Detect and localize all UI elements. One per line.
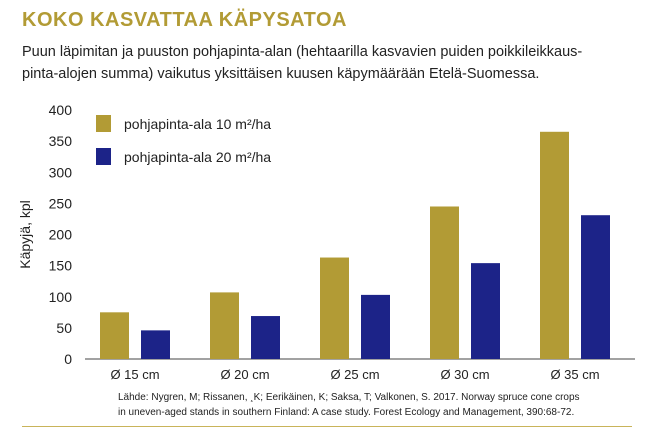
legend-label-2: pohjapinta-ala 20 m²/ha <box>124 149 271 165</box>
y-tick-label-400: 400 <box>49 102 73 118</box>
source-line-2: in uneven-aged stands in southern Finlan… <box>118 407 575 418</box>
subtitle-line-2: pinta-alojen summa) vaikutus yksittäisen… <box>22 66 540 82</box>
y-tick-label-100: 100 <box>49 289 73 305</box>
bar-series1-5 <box>540 131 569 359</box>
x-tick-label-4: Ø 30 cm <box>440 367 489 382</box>
legend-swatch-2 <box>96 148 111 165</box>
bar-series1-3 <box>320 257 349 359</box>
x-tick-label-2: Ø 20 cm <box>220 367 269 382</box>
bottom-divider <box>22 426 632 427</box>
source-line-1: Lähde: Nygren, M; Rissanen, ¸K; Eerikäin… <box>118 392 580 403</box>
x-tick-label-5: Ø 35 cm <box>550 367 599 382</box>
y-axis-label: Käpyjä, kpl <box>17 200 33 268</box>
legend-label-1: pohjapinta-ala 10 m²/ha <box>124 116 271 132</box>
legend-swatch-1 <box>96 115 111 132</box>
y-tick-label-50: 50 <box>56 320 72 336</box>
y-tick-label-150: 150 <box>49 258 73 274</box>
y-tick-label-200: 200 <box>49 227 73 243</box>
y-tick-label-300: 300 <box>49 164 73 180</box>
y-tick-label-0: 0 <box>64 351 72 367</box>
bar-series2-1 <box>141 330 170 359</box>
bar-series1-2 <box>210 292 239 359</box>
bar-series2-4 <box>471 263 500 359</box>
y-tick-label-250: 250 <box>49 195 73 211</box>
source-citation: Lähde: Nygren, M; Rissanen, ¸K; Eerikäin… <box>118 390 648 420</box>
bar-series2-3 <box>361 294 390 359</box>
bar-series2-2 <box>251 316 280 359</box>
bar-series1-1 <box>100 312 129 359</box>
y-tick-label-350: 350 <box>49 133 73 149</box>
x-tick-label-1: Ø 15 cm <box>110 367 159 382</box>
x-tick-label-3: Ø 25 cm <box>330 367 379 382</box>
chart-subtitle: Puun läpimitan ja puuston pohjapinta-ala… <box>22 41 632 85</box>
bar-series1-4 <box>430 206 459 359</box>
chart-title: KOKO KASVATTAA KÄPYSATOA <box>22 9 347 31</box>
subtitle-line-1: Puun läpimitan ja puuston pohjapinta-ala… <box>22 44 583 60</box>
bar-series2-5 <box>581 215 610 359</box>
